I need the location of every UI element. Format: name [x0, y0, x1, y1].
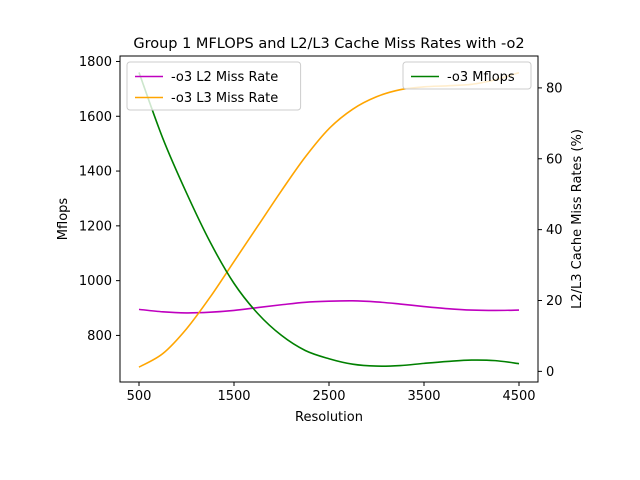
y-right-tick-label: 40	[546, 223, 563, 238]
legend-label-o3-l3-miss-rate: -o3 L3 Miss Rate	[171, 91, 278, 106]
series-line-o3-mflops	[138, 72, 520, 367]
y-left-tick-label: 1600	[79, 110, 112, 125]
x-tick-label: 2500	[312, 389, 345, 404]
y-left-tick-label: 800	[87, 329, 112, 344]
x-tick-label: 4500	[502, 389, 535, 404]
y-left-axis-label: Mflops	[56, 198, 71, 241]
legend-label-o3-mflops: -o3 Mflops	[447, 70, 515, 85]
x-tick-label: 1500	[217, 389, 250, 404]
y-left-tick-label: 1000	[79, 274, 112, 289]
y-right-tick-label: 20	[546, 294, 563, 309]
y-left-tick-label: 1400	[79, 165, 112, 180]
legend-box-upper-left	[126, 61, 302, 111]
y-left-tick-label: 1800	[79, 55, 112, 70]
x-axis-label: Resolution	[295, 410, 363, 425]
y-right-axis-label: L2/L3 Cache Miss Rates (%)	[570, 129, 585, 309]
y-right-tick-label: 80	[546, 81, 563, 96]
y-right-tick-label: 0	[546, 365, 554, 380]
legend-label-o3-l2-miss-rate: -o3 L2 Miss Rate	[171, 70, 278, 85]
x-tick-label: 500	[127, 389, 152, 404]
legend-box-upper-right	[402, 61, 532, 90]
legend-layer: -o3 L2 Miss Rate -o3 L3 Miss Rate -o3 Mflo…	[126, 61, 532, 111]
y-right-tick-label: 60	[546, 152, 563, 167]
y-left-tick-label: 1200	[79, 219, 112, 234]
series-line-o3-l2-miss-rate	[138, 300, 520, 314]
chart-title: Group 1 MFLOPS and L2/L3 Cache Miss Rate…	[133, 36, 524, 52]
x-tick-label: 3500	[407, 389, 440, 404]
axes-layer: 500 1500 2500 3500 4500800100012001400160018…	[79, 55, 563, 404]
